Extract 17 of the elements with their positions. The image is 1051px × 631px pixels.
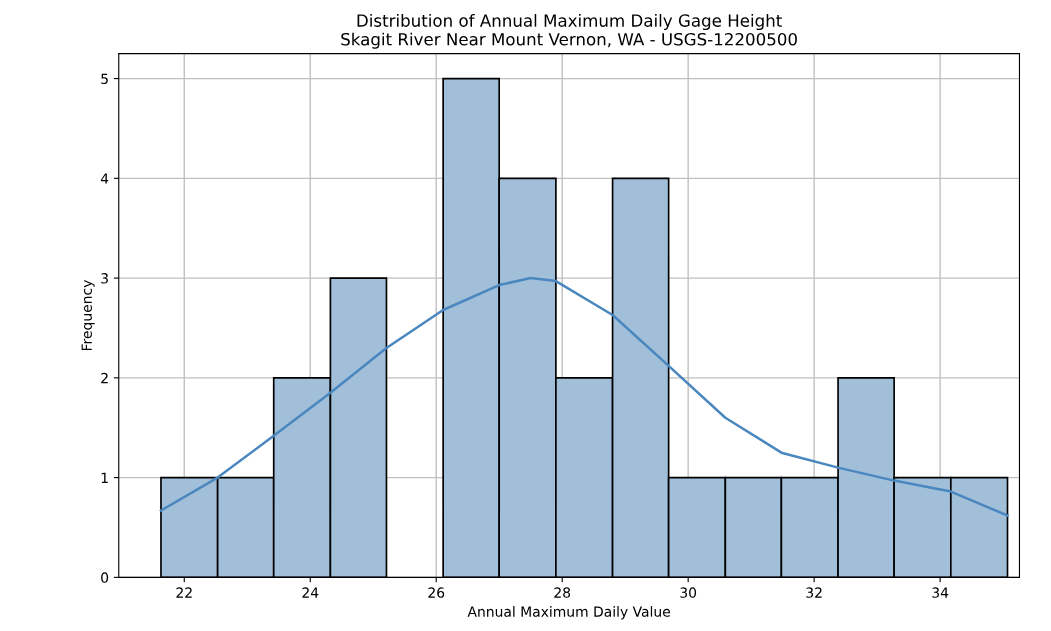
line-series — [159, 276, 1009, 517]
x-axis-title: Annual Maximum Daily Value — [467, 606, 670, 620]
x-tick-label: 28 — [554, 587, 571, 598]
x-tick-label: 32 — [806, 587, 822, 598]
x-tick-label: 26 — [428, 587, 445, 598]
x-tick-label: 30 — [680, 587, 697, 598]
x-tick-label: 24 — [302, 587, 319, 598]
x-tick-label: 34 — [932, 587, 949, 598]
y-tick-label: 5 — [101, 73, 108, 85]
y-tick-label: 0 — [101, 572, 109, 583]
y-tick-label: 4 — [100, 173, 109, 184]
y-tick-label: 2 — [101, 372, 108, 384]
y-tick-label: 1 — [101, 472, 108, 483]
y-axis-title: Frequency — [81, 280, 95, 351]
y-tick-label: 3 — [101, 273, 108, 284]
chart-title: Distribution of Annual Maximum Daily Gage Height Skagit River Near Mount Vernon, WA - USGS-12200500 — [341, 13, 797, 49]
x-tick-label: 22 — [176, 587, 192, 598]
